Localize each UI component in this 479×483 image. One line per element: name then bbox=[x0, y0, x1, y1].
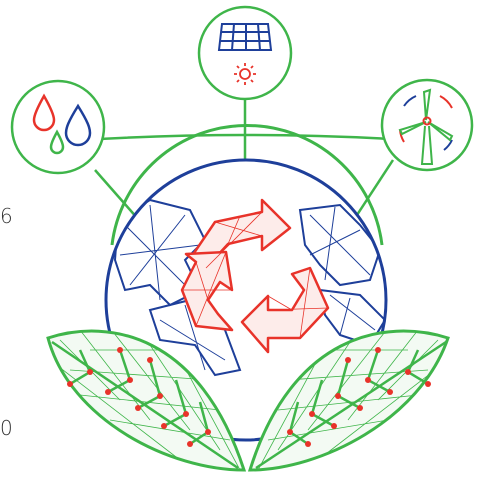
recycle-icon bbox=[180, 198, 330, 354]
solar-panel-badge bbox=[197, 5, 293, 101]
leaf-icon bbox=[46, 329, 247, 472]
water-drops-badge bbox=[10, 79, 106, 175]
sun-icon bbox=[234, 63, 256, 85]
leaf-icon bbox=[247, 329, 450, 472]
wind-turbine-badge bbox=[380, 78, 474, 172]
edge-label-upper: 6 bbox=[0, 204, 13, 228]
water-drops-icon bbox=[32, 93, 92, 155]
edge-label-lower: 0 bbox=[0, 416, 13, 440]
solar-panel-icon bbox=[217, 23, 273, 51]
wind-turbine-icon bbox=[398, 88, 454, 165]
